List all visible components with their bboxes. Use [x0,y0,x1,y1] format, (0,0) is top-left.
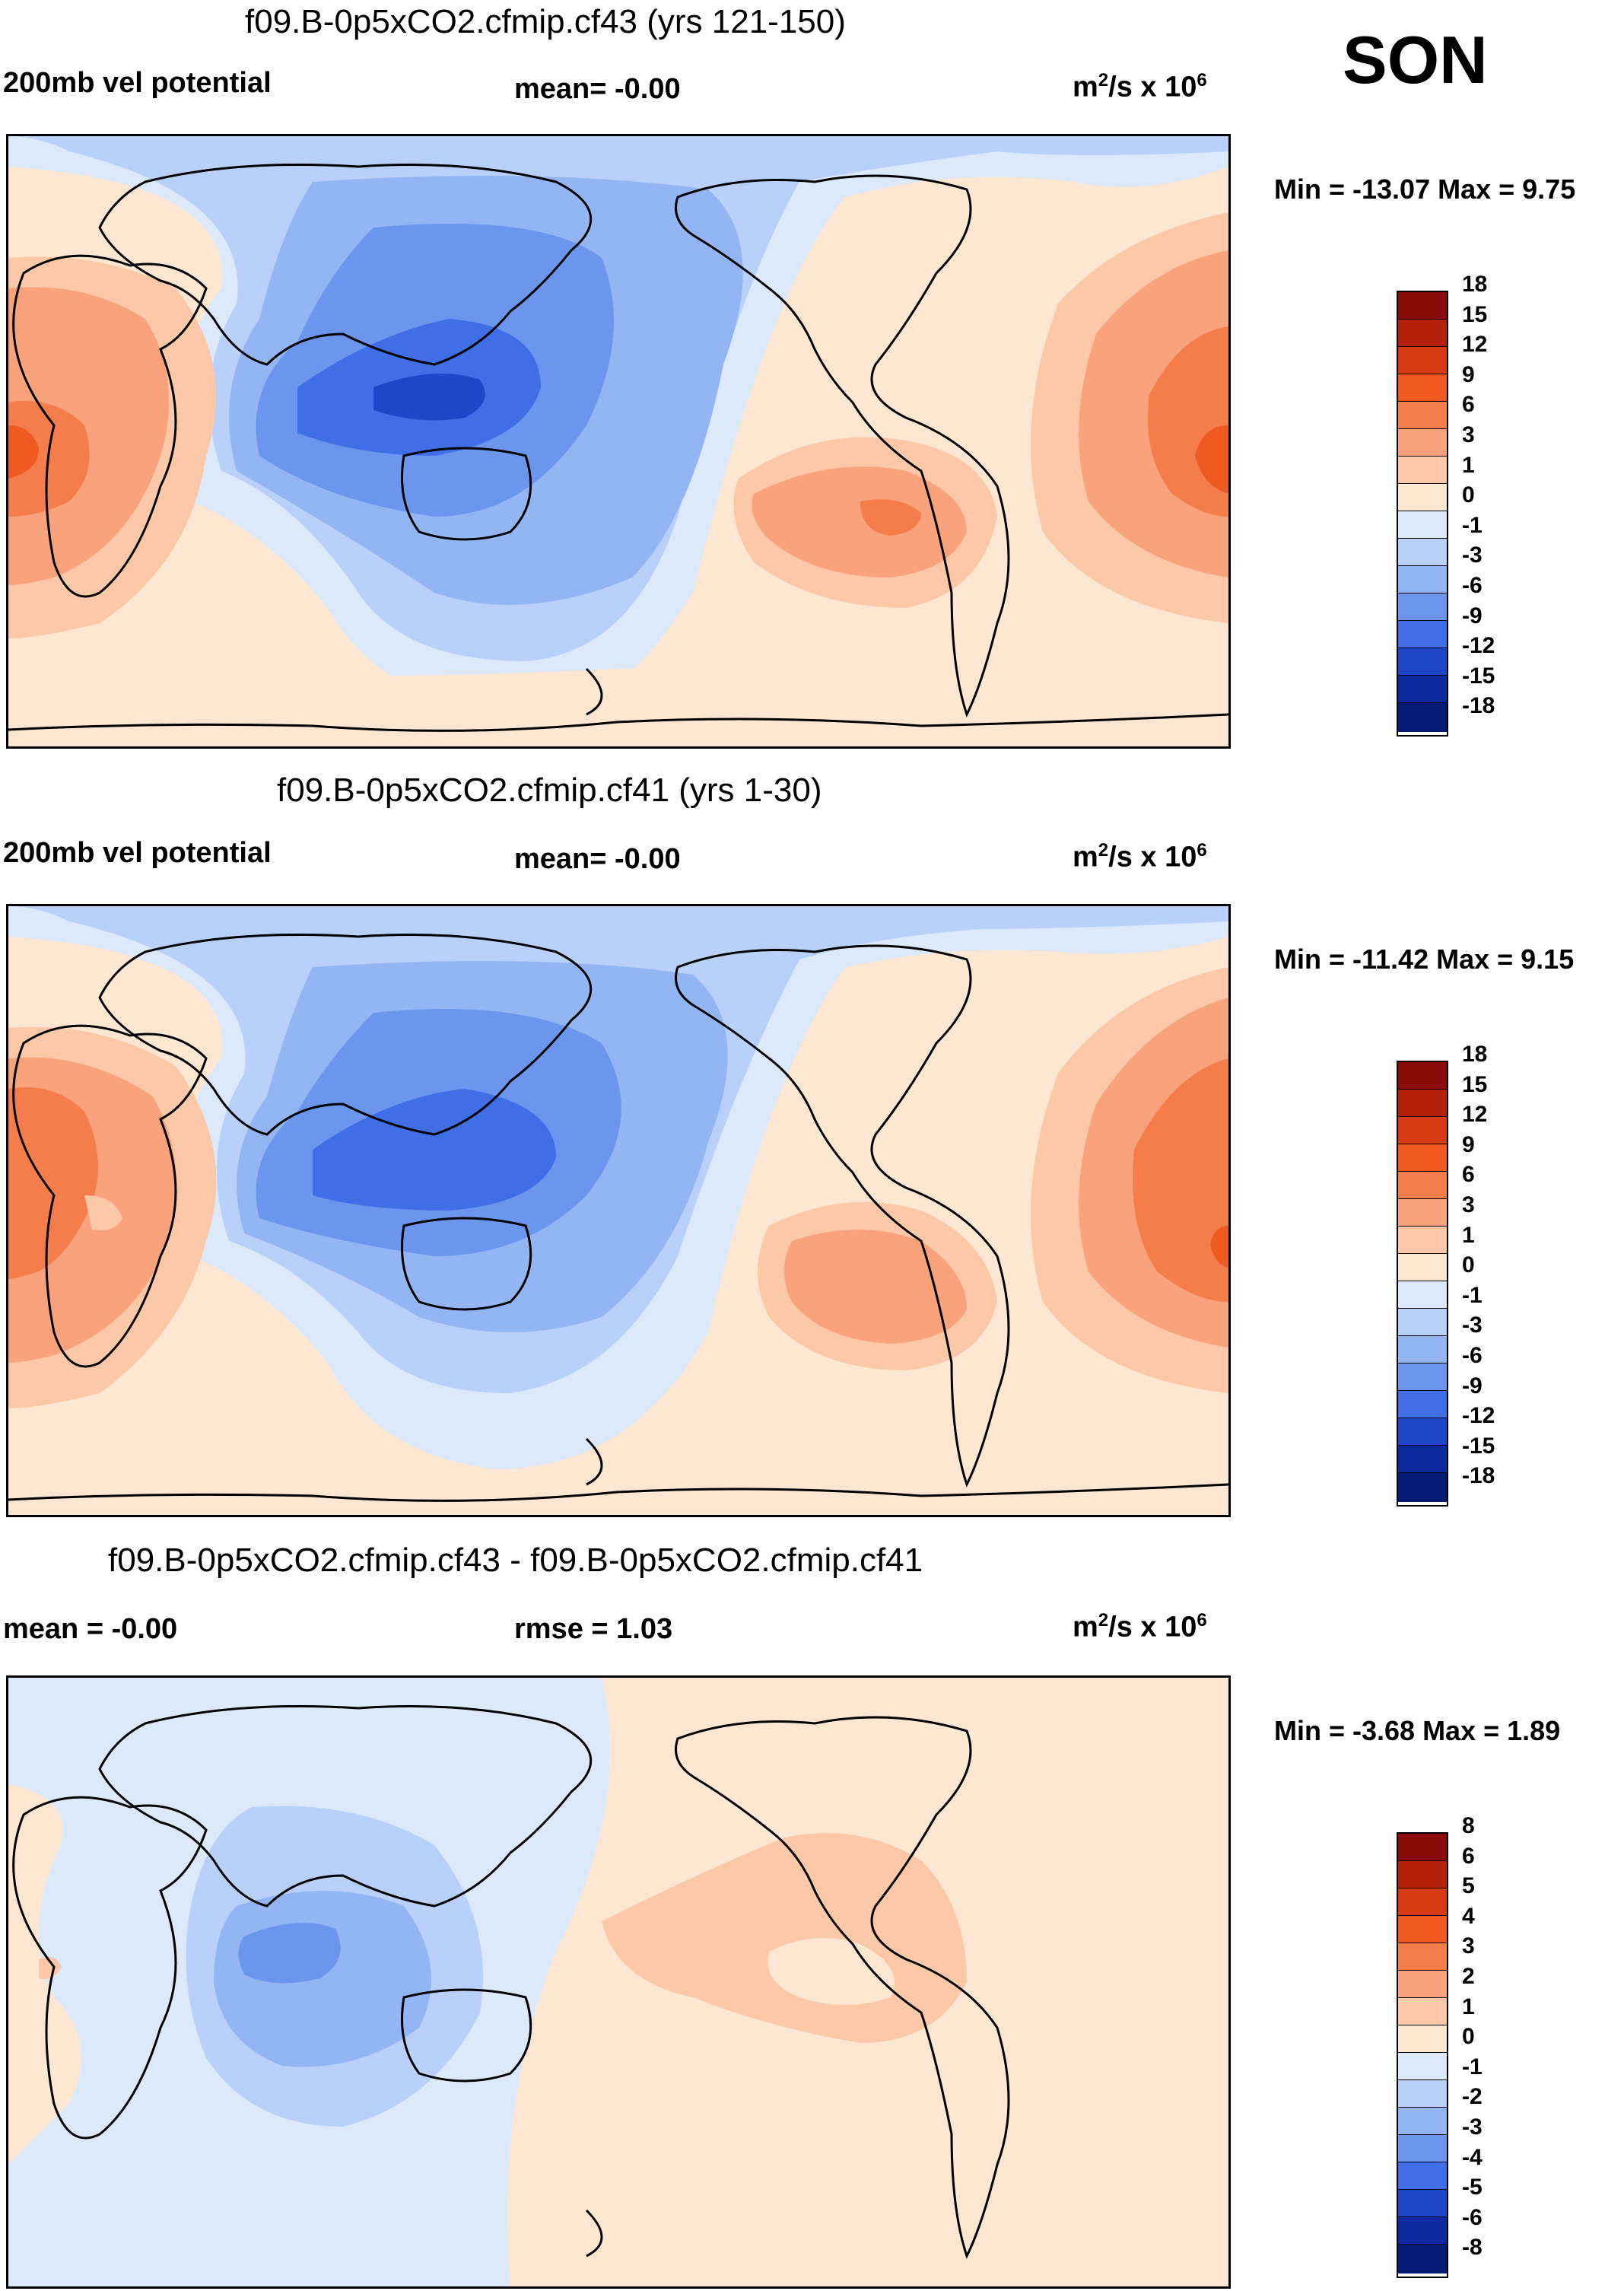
panel-3-rmse-label: rmse = 1.03 [514,1613,673,1645]
panel-1-title: f09.B-0p5xCO2.cfmip.cf43 (yrs 121-150) [245,3,846,40]
panel-3-mean-label: mean = -0.00 [3,1613,178,1645]
panel-2-minmax: Min = -11.42 Max = 9.15 [1274,943,1575,975]
panel-3-colorbar [1397,1832,1448,2278]
panel-3-title: f09.B-0p5xCO2.cfmip.cf43 - f09.B-0p5xCO2… [108,1542,923,1579]
panel-2-variable-label: 200mb vel potential [3,837,272,869]
season-label: SON [1343,22,1488,97]
panel-2-contours [8,906,1228,1515]
panel-3-units: m2/s x 106 [1073,1610,1207,1643]
panel-1-contours [8,136,1228,746]
panel-3-map [6,1675,1231,2289]
panel-2-map [6,904,1231,1517]
panel-3-minmax: Min = -3.68 Max = 1.89 [1274,1715,1561,1746]
panel-3-contours [8,1678,1228,2286]
panel-1-colorbar-labels: 18 15 12 9 6 3 1 0 -1 -3 -6 -9 -12 -15 -18 [1462,272,1495,719]
panel-1-minmax: Min = -13.07 Max = 9.75 [1274,173,1576,205]
panel-1-mean-label: mean= -0.00 [514,73,681,105]
panel-2-title: f09.B-0p5xCO2.cfmip.cf41 (yrs 1-30) [277,772,822,809]
panel-1-variable-label: 200mb vel potential [3,67,272,99]
panel-2-colorbar-labels: 18 15 12 9 6 3 1 0 -1 -3 -6 -9 -12 -15 -18 [1462,1042,1495,1489]
panel-2-units: m2/s x 106 [1073,840,1207,873]
panel-3-colorbar-labels: 8 6 5 4 3 2 1 0 -1 -2 -3 -4 -5 -6 -8 [1462,1813,1483,2261]
panel-2-mean-label: mean= -0.00 [514,843,681,875]
panel-1-colorbar [1397,291,1448,737]
panel-1-units: m2/s x 106 [1073,70,1207,103]
panel-2-colorbar [1397,1061,1448,1507]
panel-1-map [6,134,1231,749]
